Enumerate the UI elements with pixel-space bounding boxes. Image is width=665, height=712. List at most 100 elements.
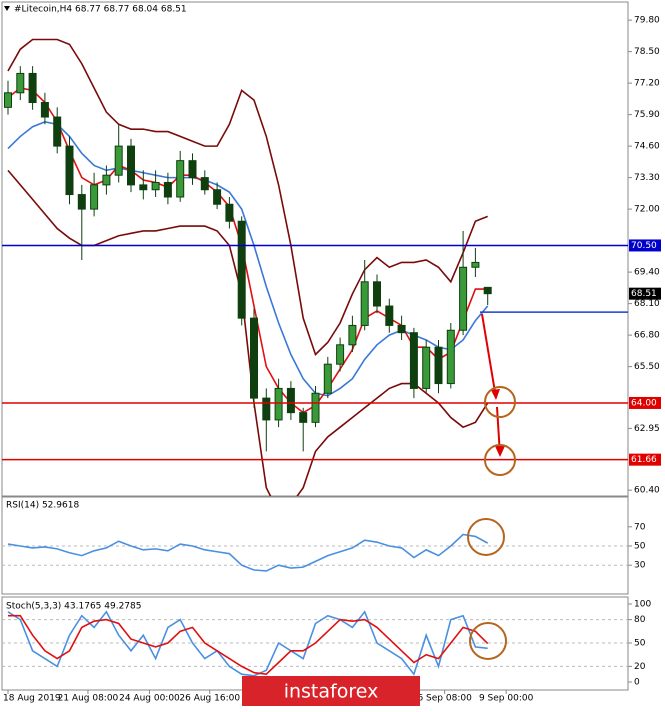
indicator-line	[8, 614, 489, 676]
highlight-circle	[469, 622, 507, 660]
candle-body	[311, 392, 320, 423]
candle-body	[250, 317, 258, 399]
y-tick-label: 72.00	[634, 205, 660, 215]
y-tick-label: 20	[634, 662, 646, 672]
y-tick-label: 50	[634, 542, 646, 552]
candle-body	[385, 305, 394, 326]
candle-body	[483, 286, 492, 295]
candle-body	[237, 220, 246, 319]
y-tick-label: 73.30	[634, 173, 660, 183]
annotations	[467, 313, 516, 660]
candle-body	[213, 189, 222, 205]
highlight-circle	[484, 444, 516, 476]
y-tick-label: 74.60	[634, 142, 660, 152]
candle-body	[77, 194, 86, 210]
candle-body	[53, 116, 62, 147]
candle-body	[373, 281, 381, 307]
last-price-label: 68.51	[631, 289, 657, 299]
candle-body	[163, 181, 172, 198]
candle-body	[286, 387, 295, 414]
candle-body	[139, 184, 148, 191]
candle-body	[262, 397, 271, 421]
y-tick-label: 79.80	[634, 16, 660, 26]
x-tick-label: 24 Aug 00:00	[119, 694, 180, 704]
indicator-line	[7, 533, 489, 572]
candle-body	[16, 72, 25, 94]
price-label: 64.00	[631, 398, 657, 408]
candle-body	[225, 203, 234, 222]
candle-body	[459, 266, 468, 331]
y-tick-label: 62.95	[634, 424, 660, 434]
price-label: 61.66	[631, 455, 657, 465]
y-tick-label: 100	[634, 600, 651, 610]
candle-body	[323, 363, 332, 394]
highlight-circle	[484, 386, 516, 418]
y-tick-label: 50	[634, 639, 646, 649]
candle-body	[471, 261, 480, 268]
highlight-circle	[467, 518, 505, 556]
indicator-line	[7, 87, 488, 414]
y-tick-label: 70	[634, 522, 646, 532]
candle-body	[200, 177, 209, 191]
price-label-box	[629, 396, 661, 409]
candle-body	[151, 181, 160, 191]
panel-title: RSI(14) 52.9618	[6, 501, 79, 511]
x-tick-label: 6 Sep 08:00	[417, 694, 472, 704]
candle-body	[114, 145, 123, 176]
y-tick-label: 77.20	[634, 79, 660, 89]
candle-body	[176, 160, 185, 198]
panel-title: Stoch(5,3,3) 43.1765 49.2785	[6, 602, 141, 612]
x-tick-label: 21 Aug 08:00	[58, 694, 119, 704]
panel	[2, 610, 628, 677]
candle-body	[28, 72, 37, 103]
watermark-box	[242, 676, 420, 706]
candle-body	[348, 324, 357, 346]
y-tick-label: 65.50	[634, 362, 660, 372]
candle-body	[360, 281, 369, 326]
candle-body	[274, 387, 283, 421]
main-frame	[1, 1, 629, 497]
candle-body	[336, 344, 345, 365]
indicator-line	[7, 38, 488, 356]
panel	[2, 533, 628, 572]
y-tick-label: 66.80	[634, 331, 660, 341]
x-tick-label: 26 Aug 16:00	[179, 694, 240, 704]
arrow-head	[495, 446, 505, 457]
y-tick-label: 30	[634, 561, 646, 571]
candle-body	[434, 346, 443, 385]
candle-body	[127, 145, 135, 186]
candle-body	[299, 412, 308, 423]
candle-body	[188, 160, 197, 179]
x-tick-label: 18 Aug 2019	[3, 694, 61, 704]
y-tick-label: 80	[634, 615, 646, 625]
y-tick-label: 75.90	[634, 110, 660, 120]
price-label: 70.50	[631, 241, 657, 251]
arrow-head	[491, 389, 500, 400]
y-tick-label: 68.10	[634, 299, 660, 309]
y-tick-label: 0	[634, 678, 640, 688]
candle-body	[422, 346, 431, 389]
last-price-box	[629, 287, 661, 300]
title-marker	[4, 6, 10, 11]
panel-title: #Litecoin,H4 68.77 68.77 68.04 68.51	[14, 5, 187, 15]
price-label-box	[629, 453, 661, 466]
candle-body	[4, 92, 12, 108]
indicator-line	[7, 121, 489, 397]
y-tick-label: 69.40	[634, 268, 660, 278]
candle-body	[90, 184, 99, 210]
candle-body	[397, 324, 406, 334]
x-tick-label: 9 Sep 00:00	[479, 694, 534, 704]
price-label-box	[629, 239, 661, 252]
arrow	[481, 313, 497, 399]
candle-body	[40, 101, 49, 118]
candle-body	[446, 329, 455, 385]
indicator-line	[7, 610, 488, 677]
watermark: instaforex	[284, 681, 379, 703]
candle-body	[65, 145, 74, 196]
y-tick-label: 60.40	[634, 486, 660, 496]
panel	[4, 38, 492, 496]
candle-body	[409, 332, 418, 389]
y-tick-label: 78.50	[634, 47, 660, 57]
